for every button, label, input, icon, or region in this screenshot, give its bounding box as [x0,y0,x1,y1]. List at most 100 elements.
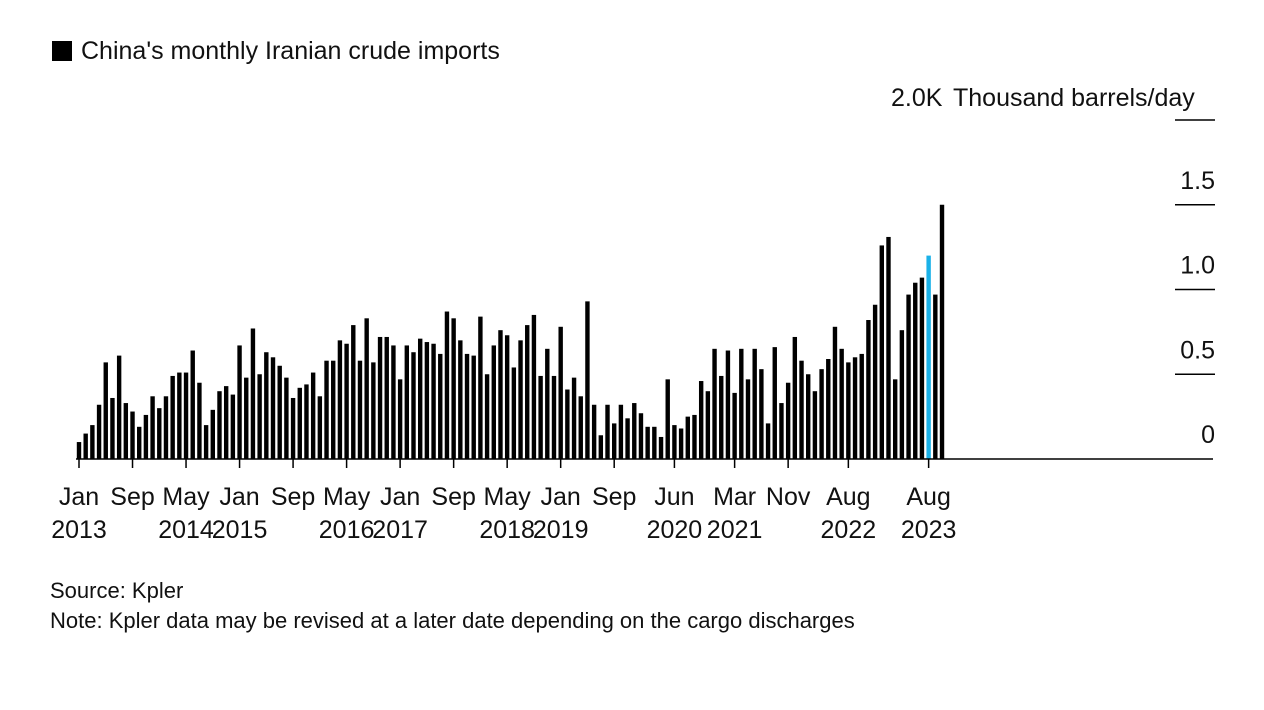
bar [284,377,289,459]
y-axis-labels: 0 0.5 1.0 1.5 2.0K [891,84,1215,449]
bar [638,413,644,460]
legend: China's monthly Iranian crude imports [52,36,500,66]
x-tick-label: Jan [380,483,420,511]
bar [223,386,229,460]
bar [230,394,236,459]
bar [290,397,296,459]
bar [859,353,864,459]
bar [632,403,637,459]
bar [264,352,269,459]
bar [772,347,777,459]
bar [123,403,129,459]
bar [872,304,878,459]
bar [444,311,450,459]
bar [96,404,102,459]
bar [471,355,476,459]
bar [732,392,737,459]
bar [812,391,818,459]
bar [197,382,202,460]
x-tick-year: 2016 [319,516,375,544]
unit-label: Thousand barrels/day [953,84,1195,112]
y-tick-label: 0.5 [1180,336,1215,364]
x-tick-year: 2019 [533,516,589,544]
bar [357,360,363,459]
bar [157,408,162,459]
bar [652,426,657,459]
bar [484,374,490,459]
bar [203,425,209,459]
bar [237,345,242,460]
bar [116,355,122,459]
bar [712,348,717,459]
x-tick-label: May [484,483,532,511]
bar [933,294,938,459]
bar [665,379,670,459]
bar [143,414,149,459]
bar [384,336,389,459]
bar [317,396,323,459]
y-tick-label: 0 [1201,421,1215,449]
x-tick-year: 2013 [51,516,107,544]
bar [183,372,189,460]
bar [498,330,503,459]
bar [190,350,195,459]
y-tick-label: 1.0 [1180,252,1215,280]
bar [605,404,610,459]
bar [759,369,764,459]
bar [645,426,650,459]
x-tick-label: Jun [654,483,694,511]
bar [244,377,249,459]
x-tick-year: 2022 [821,516,877,544]
bar [431,343,436,459]
bar [397,379,403,459]
bar [725,350,731,459]
bar [591,404,597,459]
bar [210,409,215,459]
bar [391,345,396,460]
bar [478,316,483,459]
bar [377,336,383,459]
x-tick-year: 2021 [707,516,763,544]
bar [364,318,369,459]
bar [571,377,577,459]
bar [839,348,844,459]
bar-chart: 00.51.01.52.0K Thousand barrels/day Jan2… [51,84,1215,544]
bar [852,357,858,459]
bar [458,340,463,459]
bar [819,369,824,459]
x-tick-label: Sep [431,483,475,511]
bar [304,384,309,459]
bar [939,204,945,459]
bar [417,338,423,459]
x-tick-label: Sep [110,483,154,511]
x-tick-label: May [323,483,371,511]
bar [792,336,798,459]
bar [612,423,617,459]
bar [257,374,262,459]
bar [504,335,510,459]
bar [618,404,624,459]
x-tick-label: Aug [906,483,950,511]
bar [846,362,851,459]
bar [826,359,831,459]
bar [371,362,376,459]
x-tick-label: May [162,483,210,511]
x-tick-label: Sep [592,483,636,511]
bar [585,301,590,460]
bar [324,360,329,459]
bar [752,348,757,459]
bar [250,328,256,460]
bar [598,435,604,459]
x-tick-label: Jan [541,483,581,511]
bar [685,416,690,460]
legend-swatch [52,41,72,61]
bar [76,442,82,459]
bar [672,425,677,459]
bar [832,326,838,459]
x-tick-label: Aug [826,483,870,511]
bar [344,343,349,459]
bar [310,372,316,460]
bar [765,423,771,459]
bar [705,391,711,459]
